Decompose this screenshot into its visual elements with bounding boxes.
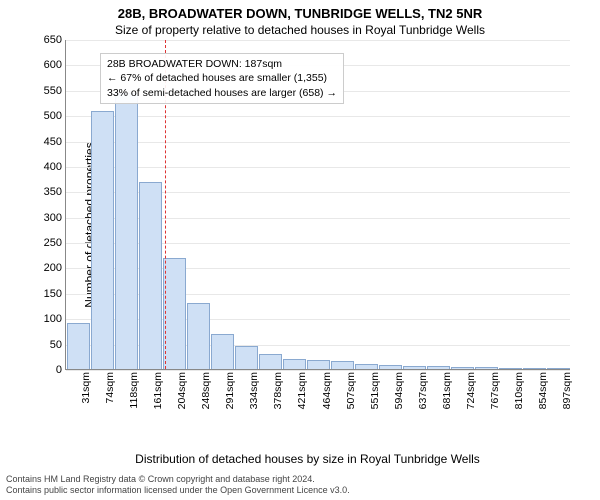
x-axis-label: Distribution of detached houses by size … <box>35 452 580 466</box>
x-tick-label: 897sqm <box>561 372 573 409</box>
annotation-line-3: 33% of semi-detached houses are larger (… <box>107 86 337 100</box>
y-tick-label: 500 <box>38 110 66 122</box>
x-tick-label: 854sqm <box>537 372 549 409</box>
y-tick-label: 450 <box>38 136 66 148</box>
x-tick-label: 810sqm <box>513 372 525 409</box>
footer-line-2: Contains public sector information licen… <box>6 485 350 496</box>
x-tick-label: 334sqm <box>248 372 260 409</box>
bar <box>523 368 546 369</box>
bar <box>331 361 354 369</box>
x-tick-label: 724sqm <box>465 372 477 409</box>
x-tick-label: 551sqm <box>369 372 381 409</box>
bar <box>91 111 114 369</box>
x-tick-label: 464sqm <box>321 372 333 409</box>
chart-area: Number of detached properties 0501001502… <box>35 40 580 410</box>
y-tick-label: 200 <box>38 262 66 274</box>
y-tick-label: 150 <box>38 288 66 300</box>
bar <box>427 366 450 369</box>
bar <box>67 323 90 369</box>
x-tick-label: 637sqm <box>417 372 429 409</box>
bar <box>187 303 210 369</box>
bar <box>547 368 570 369</box>
bar <box>379 365 402 369</box>
x-tick-label: 378sqm <box>272 372 284 409</box>
bar <box>139 182 162 369</box>
annotation-line-2: ← 67% of detached houses are smaller (1,… <box>107 71 337 85</box>
bar <box>283 359 306 369</box>
x-tick-label: 421sqm <box>296 372 308 409</box>
y-tick-label: 600 <box>38 59 66 71</box>
page-title: 28B, BROADWATER DOWN, TUNBRIDGE WELLS, T… <box>0 0 600 21</box>
footer-line-1: Contains HM Land Registry data © Crown c… <box>6 474 350 485</box>
bar <box>211 334 234 369</box>
x-tick-label: 767sqm <box>489 372 501 409</box>
x-tick-label: 681sqm <box>441 372 453 409</box>
x-tick-label: 118sqm <box>128 372 140 409</box>
annotation-line-1: 28B BROADWATER DOWN: 187sqm <box>107 57 337 71</box>
x-axis-ticks: 31sqm 74sqm 118sqm 161sqm 204sqm 248sqm 291sqm… <box>65 370 570 410</box>
x-tick-label: 291sqm <box>224 372 236 409</box>
page-subtitle: Size of property relative to detached ho… <box>0 21 600 37</box>
bar <box>163 258 186 369</box>
y-tick-label: 550 <box>38 85 66 97</box>
bar <box>115 93 138 369</box>
x-tick-label: 248sqm <box>200 372 212 409</box>
bar <box>403 366 426 369</box>
bar <box>475 367 498 369</box>
bar <box>499 368 522 369</box>
x-tick-label: 594sqm <box>393 372 405 409</box>
bar <box>235 346 258 369</box>
bar <box>355 364 378 369</box>
y-tick-label: 0 <box>38 364 66 376</box>
y-tick-label: 250 <box>38 237 66 249</box>
y-tick-label: 350 <box>38 186 66 198</box>
x-tick-label: 161sqm <box>152 372 164 409</box>
x-tick-label: 507sqm <box>345 372 357 409</box>
footer: Contains HM Land Registry data © Crown c… <box>6 474 350 496</box>
x-tick-label: 31sqm <box>80 372 92 404</box>
annotation-box: 28B BROADWATER DOWN: 187sqm ← 67% of det… <box>100 53 344 104</box>
x-tick-label: 204sqm <box>176 372 188 409</box>
x-tick-label: 74sqm <box>104 372 116 404</box>
y-tick-label: 300 <box>38 212 66 224</box>
y-tick-label: 650 <box>38 34 66 46</box>
bar <box>307 360 330 369</box>
y-tick-label: 50 <box>38 339 66 351</box>
bar <box>259 354 282 369</box>
plot-area: 050100150200250300350400450500550600650 … <box>65 40 570 370</box>
y-tick-label: 100 <box>38 313 66 325</box>
bar <box>451 367 474 369</box>
y-tick-label: 400 <box>38 161 66 173</box>
